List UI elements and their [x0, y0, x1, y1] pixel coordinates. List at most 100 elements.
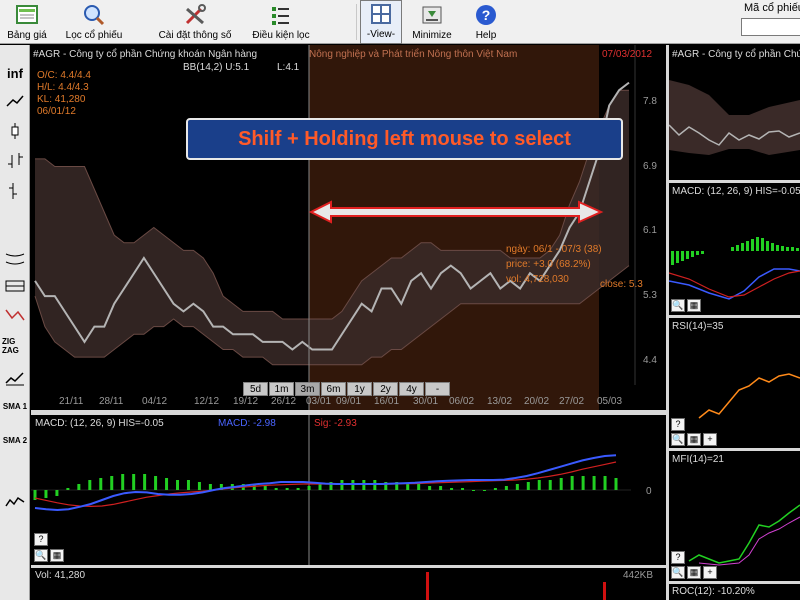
zoom-small-icon[interactable]: 🔍 [671, 299, 685, 312]
macd-panel[interactable] [31, 415, 666, 565]
x-tick: 27/02 [559, 396, 585, 407]
zoom-small-icon[interactable]: 🔍 [671, 566, 685, 579]
settings-button[interactable]: Cài đặt thông số [150, 0, 240, 44]
price-line [34, 81, 630, 351]
period-2y-button[interactable]: 2y [373, 382, 398, 396]
sma2-tool[interactable]: SMA 2 [2, 435, 28, 445]
macd-histogram-bar [428, 486, 432, 490]
line-tool-icon[interactable] [2, 90, 28, 112]
period-minus-button[interactable]: - [425, 382, 450, 396]
macd-histogram-bar [274, 488, 278, 490]
toolbar: Bảng giá Lọc cổ phiếu Cài đặt thông số Đ… [0, 0, 800, 44]
view-grid-icon [368, 1, 394, 27]
x-tick: 13/02 [487, 396, 513, 407]
minimize-label: Minimize [412, 30, 452, 41]
bar-chart-icon[interactable] [2, 180, 28, 202]
macd-histogram-bar [329, 482, 333, 490]
macd-histogram-bar [614, 478, 618, 490]
help-button[interactable]: ? Help [466, 0, 506, 44]
mini-price-panel[interactable] [668, 45, 800, 180]
period-6m-button[interactable]: 6m [321, 382, 346, 396]
macd-value: MACD: -2.98 [218, 418, 276, 429]
panel-splitter[interactable] [669, 448, 800, 451]
info-tool[interactable]: inf [7, 65, 23, 81]
zoom-small-icon[interactable]: 🔍 [671, 433, 685, 446]
side-macd-panel[interactable] [668, 183, 800, 315]
wave-tool-icon[interactable] [2, 491, 28, 513]
help-small-icon[interactable]: ? [34, 533, 48, 546]
volume-label: Vol: 41,280 [35, 570, 86, 581]
add-small-icon[interactable]: + [703, 566, 717, 579]
grid-small-icon[interactable]: ▦ [50, 549, 64, 562]
macd-histogram-bar [482, 490, 486, 491]
filter-conditions-icon [268, 2, 294, 28]
period-4y-button[interactable]: 4y [399, 382, 424, 396]
selection-price-label: price: +3.0 (68.2%) [506, 259, 591, 270]
grid-small-icon[interactable]: ▦ [687, 566, 701, 579]
rsi-panel[interactable] [669, 318, 800, 448]
panel-splitter[interactable] [31, 565, 666, 568]
price-chart-panel[interactable] [31, 45, 666, 410]
minimize-button[interactable]: Minimize [408, 0, 456, 44]
sma1-tool[interactable]: SMA 1 [2, 401, 28, 411]
macd-histogram-bar [515, 484, 519, 490]
cursor-date-label: 06/01/12 [37, 106, 76, 117]
macd-histogram-bar [296, 488, 300, 490]
volume-panel[interactable] [31, 568, 666, 600]
channel-tool-icon[interactable] [2, 247, 28, 269]
price-chart-svg[interactable] [31, 45, 666, 410]
macd-histogram-bar [143, 474, 147, 490]
stock-filter-button[interactable]: Lọc cổ phiếu [58, 0, 130, 44]
x-tick: 04/12 [142, 396, 168, 407]
panel-splitter[interactable] [669, 180, 800, 183]
help-small-icon[interactable]: ? [671, 418, 685, 431]
macd-histogram-bar [186, 480, 190, 490]
period-3m-button[interactable]: 3m [295, 382, 320, 396]
side-macd-title: MACD: (12, 26, 9) HIS=-0.05 [672, 186, 800, 197]
roc-panel[interactable] [669, 584, 800, 600]
chart-date: 07/03/2012 [602, 49, 653, 60]
macd-histogram-bar [417, 484, 421, 490]
mfi-panel[interactable] [669, 451, 800, 581]
panel-splitter[interactable] [669, 581, 800, 584]
ohlc-icon[interactable] [2, 150, 28, 172]
mfi-svg [688, 504, 800, 566]
macd-histogram-bar [33, 490, 37, 500]
side-chart-title: #AGR - Công ty cổ phần Chứng k [672, 49, 800, 60]
mfi-title: MFI(14)=21 [672, 454, 724, 465]
help-small-icon[interactable]: ? [671, 551, 685, 564]
macd-histogram-bar [285, 488, 289, 490]
macd-histogram-bar [471, 490, 475, 491]
macd-line [34, 454, 617, 512]
macd-histogram-bar [77, 484, 81, 490]
zoom-small-icon[interactable]: 🔍 [34, 549, 48, 562]
stock-code-input[interactable] [741, 18, 800, 36]
macd-histogram-bar [526, 482, 530, 490]
drawing-tools-strip: inf ZIG ZAG SMA 1 SMA 2 [0, 45, 30, 600]
envelope-tool-icon[interactable] [2, 275, 28, 297]
period-5d-button[interactable]: 5d [243, 382, 268, 396]
zigzag-tool[interactable]: ZIG ZAG [2, 337, 19, 355]
y-tick: 4.4 [643, 355, 657, 366]
help-label: Help [475, 30, 497, 41]
panel-splitter[interactable] [31, 410, 666, 415]
candlestick-icon[interactable] [2, 120, 28, 142]
period-1y-button[interactable]: 1y [347, 382, 372, 396]
trend-tool-icon[interactable] [2, 303, 28, 325]
panel-splitter[interactable] [669, 315, 800, 318]
view-button[interactable]: -View- [360, 0, 402, 44]
macd-histogram-bar [592, 476, 596, 490]
add-small-icon[interactable]: + [703, 433, 717, 446]
price-board-button[interactable]: Bảng giá [2, 0, 52, 44]
side-macd-svg [668, 237, 800, 300]
tools-icon [182, 2, 208, 28]
filter-conditions-button[interactable]: Điều kiện lọc [245, 0, 317, 44]
side-splitter[interactable] [666, 45, 669, 600]
grid-small-icon[interactable]: ▦ [687, 299, 701, 312]
x-tick: 16/01 [374, 396, 400, 407]
macd-chart-svg[interactable] [31, 415, 666, 565]
grid-small-icon[interactable]: ▦ [687, 433, 701, 446]
period-1m-button[interactable]: 1m [269, 382, 294, 396]
indicator-tool-icon[interactable] [2, 367, 28, 389]
x-tick: 30/01 [413, 396, 439, 407]
